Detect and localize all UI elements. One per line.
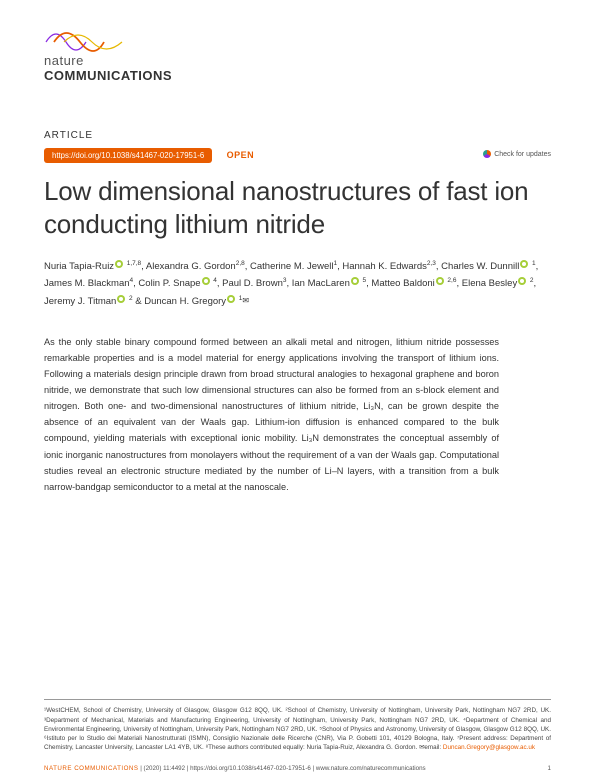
orcid-icon: [202, 277, 210, 285]
footer-citation: NATURE COMMUNICATIONS | (2020) 11:4492 |…: [44, 765, 426, 772]
orcid-icon: [351, 277, 359, 285]
brand-text: nature COMMUNICATIONS: [44, 53, 172, 83]
check-updates-button[interactable]: Check for updates: [483, 150, 551, 158]
journal-brand: nature COMMUNICATIONS: [0, 0, 595, 90]
footer-citation-text: | (2020) 11:4492 | https://doi.org/10.10…: [139, 765, 426, 772]
brand-line1: nature: [44, 53, 84, 68]
brand-wave-icon: [44, 24, 134, 52]
email-label: ✉email:: [419, 744, 443, 751]
corresponding-email[interactable]: Duncan.Gregory@glasgow.ac.uk: [443, 744, 535, 751]
doi-row: https://doi.org/10.1038/s41467-020-17951…: [44, 145, 551, 163]
orcid-icon: [436, 277, 444, 285]
check-updates-label: Check for updates: [494, 151, 551, 158]
article-title: Low dimensional nanostructures of fast i…: [44, 175, 551, 240]
brand-line2: COMMUNICATIONS: [44, 68, 172, 83]
orcid-icon: [520, 260, 528, 268]
orcid-icon: [227, 295, 235, 303]
footer-page-number: 1: [548, 765, 551, 772]
orcid-icon: [518, 277, 526, 285]
author-list: Nuria Tapia-Ruiz 1,7,8, Alexandra G. Gor…: [44, 258, 551, 310]
orcid-icon: [115, 260, 123, 268]
doi-open-group: https://doi.org/10.1038/s41467-020-17951…: [44, 145, 254, 163]
envelope-icon: ✉: [242, 294, 249, 308]
open-access-label: OPEN: [227, 150, 255, 160]
doi-link[interactable]: https://doi.org/10.1038/s41467-020-17951…: [44, 148, 212, 163]
footer-journal: NATURE COMMUNICATIONS: [44, 765, 139, 772]
affiliations-block: ¹WestCHEM, School of Chemistry, Universi…: [44, 699, 551, 752]
article-label: ARTICLE: [44, 130, 551, 141]
brand-logo: nature COMMUNICATIONS: [44, 24, 172, 83]
crossmark-icon: [483, 150, 491, 158]
abstract-text: As the only stable binary compound forme…: [44, 334, 499, 495]
page-footer: NATURE COMMUNICATIONS | (2020) 11:4492 |…: [44, 765, 551, 772]
orcid-icon: [117, 295, 125, 303]
